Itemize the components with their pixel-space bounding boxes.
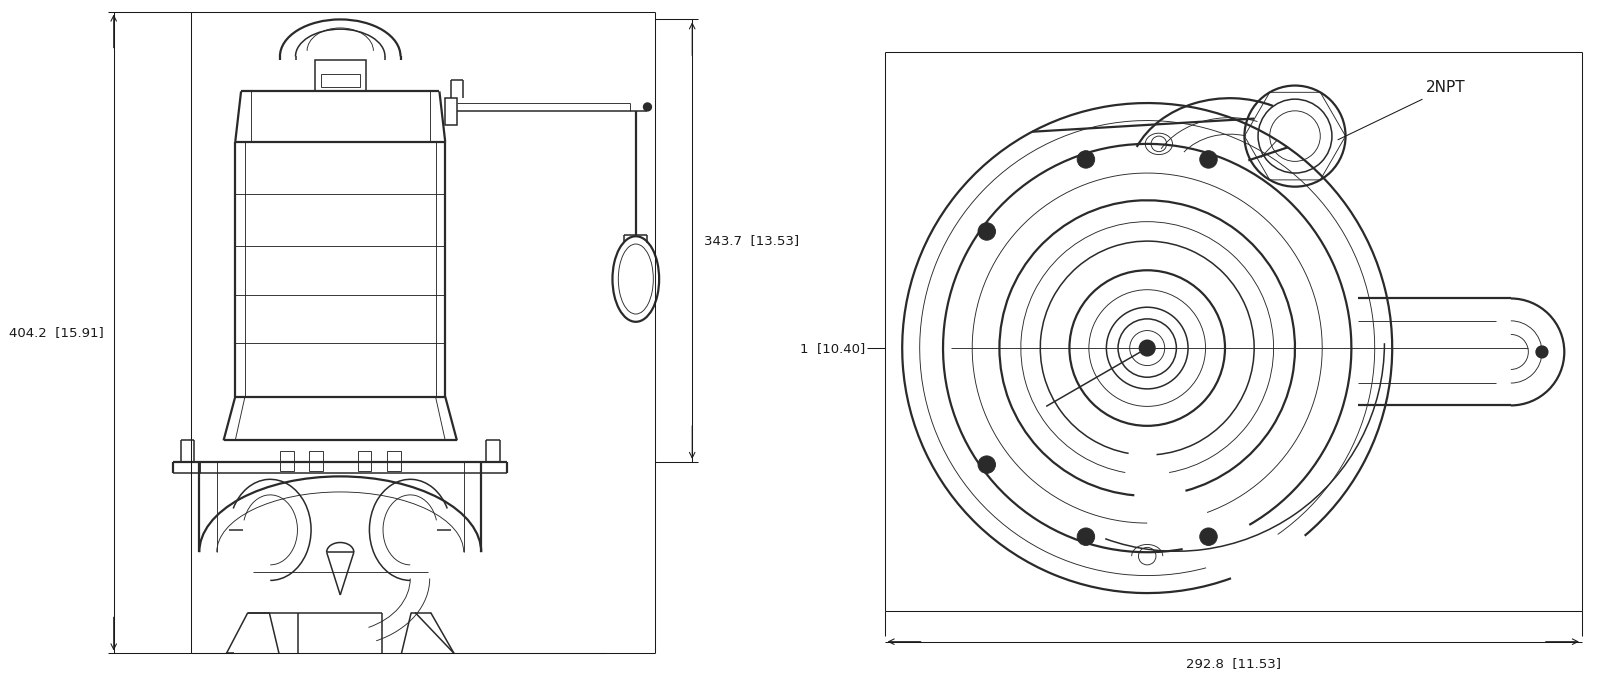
Circle shape [643, 103, 651, 111]
Bar [320, 74, 360, 88]
Circle shape [1077, 528, 1094, 545]
Circle shape [1139, 340, 1155, 356]
Text: 292.8  [11.53]: 292.8 [11.53] [1186, 657, 1280, 670]
Circle shape [978, 456, 995, 473]
Bar [445, 98, 458, 125]
Bar [387, 451, 400, 470]
Bar [315, 60, 365, 92]
Circle shape [1200, 528, 1218, 545]
Text: 343.7  [13.53]: 343.7 [13.53] [704, 234, 798, 247]
Bar [280, 451, 293, 470]
Bar [309, 451, 323, 470]
Text: 1  [10.40]: 1 [10.40] [800, 342, 866, 355]
Text: 404.2  [15.91]: 404.2 [15.91] [10, 326, 104, 339]
Bar [358, 451, 371, 470]
Circle shape [1200, 150, 1218, 168]
Circle shape [978, 223, 995, 240]
Text: 2NPT: 2NPT [1338, 80, 1466, 140]
Circle shape [1077, 150, 1094, 168]
Circle shape [1536, 346, 1547, 358]
